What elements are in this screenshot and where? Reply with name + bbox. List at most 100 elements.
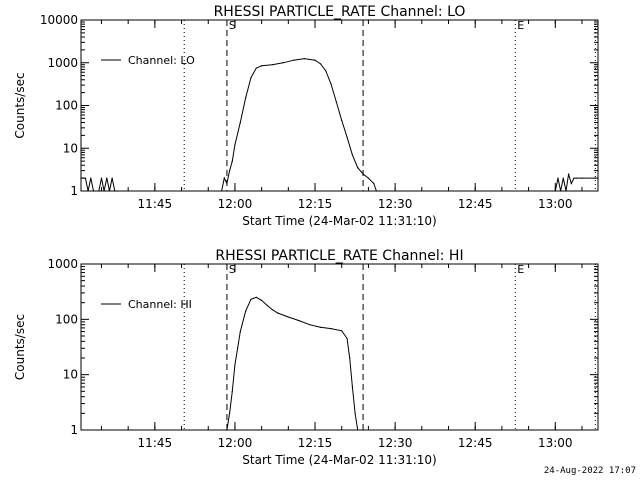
data-point (111, 177, 113, 179)
data-series-line (226, 296, 359, 431)
data-point (108, 190, 111, 192)
data-point (103, 190, 105, 192)
x-tick-label: 12:15 (298, 197, 333, 211)
y-axis-label: Counts/sec (13, 72, 27, 138)
data-point (357, 167, 359, 169)
data-point (80, 177, 82, 179)
data-point (231, 390, 233, 392)
y-tick-label: 1 (70, 184, 78, 198)
data-point (220, 190, 223, 192)
y-tick-label: 1000 (47, 257, 78, 271)
x-tick-label: 12:45 (458, 436, 493, 450)
data-point (314, 59, 316, 61)
data-point (90, 177, 92, 179)
x-tick-label: 13:00 (538, 436, 573, 450)
data-point (298, 319, 300, 322)
data-point (229, 170, 231, 172)
data-point (237, 347, 239, 349)
data-point (245, 310, 247, 312)
x-tick-label: 12:45 (458, 197, 493, 211)
data-point (375, 190, 378, 192)
data-point (330, 83, 332, 85)
data-point (282, 62, 284, 64)
data-point (114, 190, 116, 192)
data-point (568, 173, 570, 175)
data-point (116, 190, 119, 192)
data-point (346, 136, 348, 138)
y-tick-label: 10000 (40, 13, 78, 27)
data-point (330, 328, 332, 330)
x-axis-label: Start Time (24-Mar-02 11:31:10) (242, 453, 436, 467)
chart-panel-1: RHESSI PARTICLE_RATE Channel: HI Start Ti… (13, 248, 599, 467)
x-tick-label: 11:45 (138, 436, 173, 450)
x-axis-label: Start Time (24-Mar-02 11:31:10) (242, 214, 436, 228)
data-point (346, 337, 348, 340)
data-point (100, 177, 103, 179)
data-point (226, 429, 228, 431)
event-marker-label: E (517, 263, 524, 276)
data-point (576, 177, 578, 179)
x-tick-label: 12:00 (218, 436, 253, 450)
plot-frame (80, 263, 599, 431)
data-point (229, 412, 231, 414)
data-point (84, 177, 87, 179)
y-tick-label: 1000 (47, 56, 78, 70)
data-point (570, 182, 572, 185)
y-axis-label: Counts/sec (13, 314, 27, 380)
legend-label: Channel: HI (128, 298, 192, 311)
data-point (98, 190, 100, 192)
y-tick-label: 100 (55, 312, 78, 326)
event-marker-label: S (229, 19, 236, 32)
data-point (255, 67, 257, 69)
data-point (325, 70, 327, 72)
data-point (341, 330, 343, 332)
data-point (341, 119, 343, 121)
data-point (560, 190, 562, 192)
x-tick-label: 11:45 (138, 197, 173, 211)
data-point (319, 326, 321, 328)
legend-label: Channel: LO (128, 54, 195, 67)
footer-timestamp: 24-Aug-2022 17:07 (543, 466, 636, 476)
data-point (581, 177, 583, 179)
y-tick-label: 100 (55, 99, 78, 113)
x-tick-label: 12:00 (218, 197, 253, 211)
data-point (351, 386, 354, 388)
data-point (226, 182, 228, 185)
data-point (250, 298, 252, 300)
data-point (87, 190, 89, 192)
data-point (573, 177, 575, 179)
data-point (245, 97, 247, 99)
data-point (362, 173, 364, 175)
chart-panel-0: RHESSI PARTICLE_RATE Channel: LO Start Ti… (13, 4, 599, 228)
data-point (357, 429, 359, 431)
data-point (293, 59, 295, 61)
data-point (378, 190, 380, 192)
data-point (309, 324, 311, 326)
data-series-line (81, 58, 596, 192)
data-point (349, 357, 351, 359)
data-point (239, 121, 241, 124)
data-point (261, 299, 263, 301)
data-point (255, 296, 257, 298)
data-point (250, 76, 252, 79)
data-point (92, 190, 95, 192)
event-marker-label: S (229, 263, 236, 276)
data-point (594, 177, 596, 179)
y-tick-label: 10 (63, 141, 78, 155)
chart-title: RHESSI PARTICLE_RATE Channel: LO (214, 4, 466, 20)
data-point (106, 177, 108, 179)
event-marker-label: E (517, 19, 524, 32)
data-point (335, 101, 337, 103)
data-point (319, 63, 321, 65)
data-point (234, 144, 236, 146)
data-point (354, 412, 356, 414)
y-tick-label: 1 (70, 423, 78, 437)
x-tick-label: 12:30 (378, 436, 413, 450)
data-point (303, 58, 305, 60)
data-point (266, 304, 268, 306)
plot-frame (80, 19, 599, 192)
data-point (239, 331, 241, 333)
data-point (261, 65, 263, 67)
x-tick-label: 13:00 (538, 197, 573, 211)
